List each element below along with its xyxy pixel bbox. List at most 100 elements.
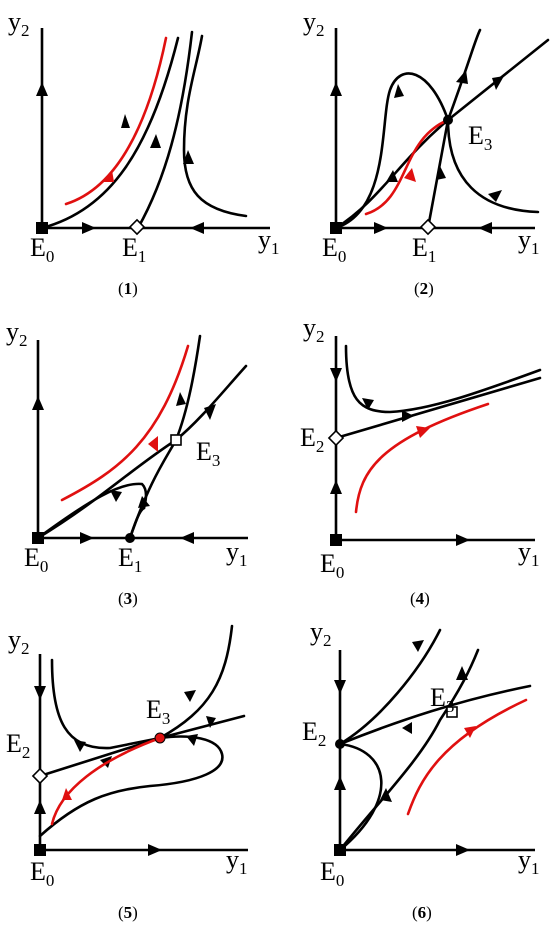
arrow-marker <box>374 222 388 234</box>
arrow-marker <box>362 398 374 410</box>
equilibrium-E2 <box>327 429 345 447</box>
arrow-marker <box>190 222 204 234</box>
y-axis-label: y2 <box>303 7 325 40</box>
arrow-marker <box>412 640 424 652</box>
point-label-E1: E1 <box>412 233 436 266</box>
equilibrium-E2 <box>335 739 345 749</box>
arrow-marker <box>184 690 196 702</box>
arrow-marker <box>34 686 46 700</box>
point-label-E1: E1 <box>118 543 142 576</box>
panel-caption: (1) <box>118 279 138 298</box>
equilibrium-E3 <box>446 706 458 718</box>
equilibrium-E3 <box>170 434 182 446</box>
trajectory-highlighted <box>50 736 162 826</box>
trajectory <box>446 118 540 214</box>
x-axis-label: y1 <box>226 537 248 570</box>
trajectory <box>446 28 482 122</box>
panel-5: y2 y1 E0 E2 E3 (5) <box>6 624 248 922</box>
trajectory <box>128 334 202 540</box>
equilibrium-E1 <box>128 218 146 236</box>
equilibrium-E1 <box>419 218 437 236</box>
equilibrium-E0 <box>32 532 44 544</box>
arrow-marker <box>456 70 468 84</box>
trajectory <box>40 36 180 230</box>
equilibrium-E2 <box>31 767 49 785</box>
arrow-marker <box>330 480 342 494</box>
point-label-E3: E3 <box>196 437 220 470</box>
arrow-marker <box>456 666 468 680</box>
arrow-marker <box>74 740 86 752</box>
y-axis-label: y2 <box>310 617 332 650</box>
arrow-marker <box>416 426 430 438</box>
arrow-marker <box>34 800 46 814</box>
equilibrium-E3 <box>443 115 453 125</box>
y-axis-label: y2 <box>6 317 28 350</box>
arrow-marker <box>110 490 122 502</box>
x-axis-label: y1 <box>258 225 280 258</box>
trajectory <box>182 34 248 218</box>
point-label-E2: E2 <box>300 423 324 456</box>
panel-caption: (3) <box>118 589 138 608</box>
arrow-marker <box>330 368 342 382</box>
arrow-marker <box>394 84 404 98</box>
arrow-marker <box>138 496 150 508</box>
point-label-E0: E0 <box>322 233 346 266</box>
equilibrium-E0 <box>334 844 346 856</box>
x-axis-label: y1 <box>518 225 540 258</box>
panel-2: y2 y1 E0 E1 E3 (2) <box>303 7 550 298</box>
trajectory <box>36 482 148 540</box>
equilibrium-E0 <box>36 222 48 234</box>
trajectory <box>38 735 224 838</box>
arrow-marker <box>183 150 194 164</box>
trajectory <box>344 344 542 414</box>
arrow-marker <box>32 396 44 410</box>
arrow-marker <box>102 170 114 182</box>
point-label-E3: E3 <box>146 695 170 728</box>
point-label-E1: E1 <box>122 233 146 266</box>
y-axis-label: y2 <box>8 625 30 658</box>
point-label-E3: E3 <box>430 683 454 716</box>
trajectory <box>338 742 383 852</box>
trajectory <box>136 30 194 230</box>
panel-3: y2 y1 E0 E1 E3 (3) <box>6 317 248 608</box>
trajectory <box>338 684 532 746</box>
arrow-marker <box>334 776 346 790</box>
trajectory <box>338 628 442 746</box>
panel-caption: (6) <box>412 903 432 922</box>
point-label-E2: E2 <box>6 729 30 762</box>
arrow-marker <box>402 410 414 422</box>
arrow-marker <box>62 788 72 800</box>
panel-caption: (5) <box>118 903 138 922</box>
x-axis-label: y1 <box>518 537 540 570</box>
point-label-E0: E0 <box>24 543 48 576</box>
point-label-E2: E2 <box>302 717 326 750</box>
trajectory-highlighted <box>406 698 528 816</box>
arrow-marker <box>80 532 94 544</box>
trajectory-highlighted <box>64 36 168 206</box>
arrow-marker <box>186 734 198 746</box>
arrow-marker <box>82 222 96 234</box>
trajectory <box>50 658 162 750</box>
arrow-marker <box>204 404 216 420</box>
arrow-marker <box>36 82 48 96</box>
point-label-E0: E0 <box>320 549 344 582</box>
arrow-marker <box>176 392 186 406</box>
equilibrium-E0 <box>34 844 46 856</box>
arrow-marker <box>464 726 476 738</box>
arrow-marker <box>456 844 470 856</box>
arrow-marker <box>150 134 161 148</box>
trajectory-highlighted <box>354 402 490 514</box>
arrow-marker <box>478 222 492 234</box>
panel-caption: (2) <box>414 279 434 298</box>
arrow-marker <box>334 680 346 694</box>
equilibrium-E3 <box>154 732 166 744</box>
point-label-E0: E0 <box>320 857 344 890</box>
arrow-marker <box>180 532 194 544</box>
trajectory-highlighted <box>364 118 450 216</box>
arrow-marker <box>206 716 216 728</box>
arrow-marker <box>402 722 412 734</box>
panel-1: y2 y1 E0 E1 (1) <box>8 7 280 298</box>
arrow-marker <box>456 534 470 546</box>
equilibrium-E1 <box>125 533 135 543</box>
arrow-marker <box>148 436 158 452</box>
